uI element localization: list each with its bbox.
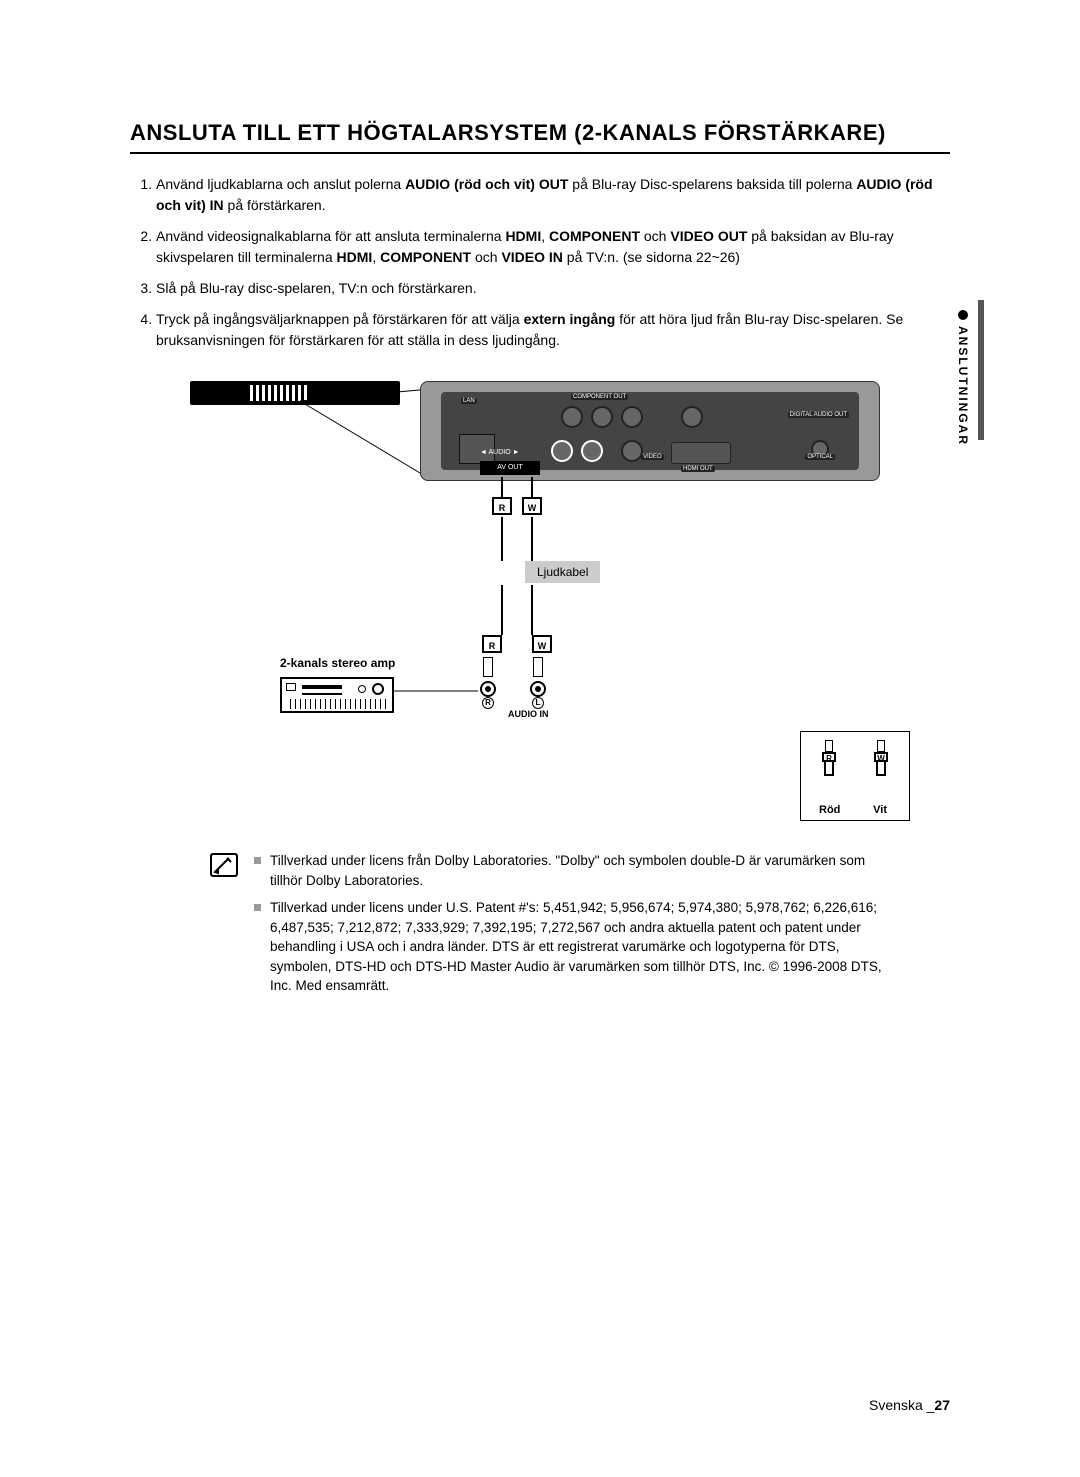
amp-box bbox=[280, 677, 394, 713]
component-port-icon bbox=[621, 406, 643, 428]
cable-icon bbox=[531, 517, 533, 561]
video-port-icon bbox=[621, 440, 643, 462]
cable-icon bbox=[501, 585, 503, 635]
side-bar bbox=[978, 300, 984, 440]
step-3: Slå på Blu-ray disc-spelaren, TV:n och f… bbox=[156, 278, 950, 299]
legend-red-label: Röd bbox=[819, 804, 840, 816]
cable-icon bbox=[531, 477, 533, 497]
note-icon bbox=[210, 853, 238, 877]
component-port-icon bbox=[591, 406, 613, 428]
component-port-icon bbox=[561, 406, 583, 428]
connection-diagram: LAN COMPONENT OUT DIGITAL AUDIO OUT VIDE… bbox=[190, 381, 910, 821]
note-list: Tillverkad under licens från Dolby Labor… bbox=[254, 851, 890, 1004]
connector-r: R bbox=[492, 497, 512, 515]
side-tab-label: ANSLUTNINGAR bbox=[956, 326, 970, 446]
audio-port-l-icon bbox=[581, 440, 603, 462]
rca-l-label: L bbox=[532, 697, 544, 709]
connector-r-bottom: R bbox=[482, 635, 502, 653]
footer-lang: Svenska _ bbox=[869, 1397, 934, 1413]
footer-page: 27 bbox=[934, 1397, 950, 1413]
legend-box: R W Röd Vit bbox=[800, 731, 910, 821]
av-out-label: AV OUT bbox=[480, 461, 540, 475]
rca-plug-icon bbox=[530, 657, 546, 697]
audio-in-label: AUDIO IN bbox=[508, 709, 549, 719]
cable-label: Ljudkabel bbox=[525, 561, 600, 583]
legend-plug-red-icon: R bbox=[821, 740, 837, 776]
optical-label: OPTICAL bbox=[805, 454, 835, 460]
step-4: Tryck på ingångsväljarknappen på förstär… bbox=[156, 309, 950, 351]
connector-w: W bbox=[522, 497, 542, 515]
hdmi-port-icon bbox=[671, 442, 731, 464]
cable-icon bbox=[531, 585, 533, 635]
video-label: VIDEO bbox=[641, 454, 664, 460]
audio-port-r-icon bbox=[551, 440, 573, 462]
cable-icon bbox=[501, 477, 503, 497]
side-tab: ANSLUTNINGAR bbox=[956, 310, 970, 446]
legend-plug-white-icon: W bbox=[873, 740, 889, 776]
note-2: Tillverkad under licens under U.S. Paten… bbox=[254, 898, 890, 996]
component-out-label: COMPONENT OUT bbox=[571, 394, 628, 400]
lan-label: LAN bbox=[461, 398, 477, 404]
page-footer: Svenska _27 bbox=[869, 1397, 950, 1413]
note-1: Tillverkad under licens från Dolby Labor… bbox=[254, 851, 890, 890]
step-2: Använd videosignalkablarna för att anslu… bbox=[156, 226, 950, 268]
side-dot-icon bbox=[958, 310, 968, 320]
instruction-list: Använd ljudkablarna och anslut polerna A… bbox=[130, 174, 950, 351]
connector-w-bottom: W bbox=[532, 635, 552, 653]
cable-icon bbox=[501, 517, 503, 561]
amp-link-icon bbox=[390, 681, 490, 701]
screw-icon bbox=[681, 406, 703, 428]
hdmi-out-label: HDMI OUT bbox=[681, 466, 715, 472]
audio-label: ◄ AUDIO ► bbox=[480, 449, 520, 456]
page-title: ANSLUTA TILL ETT HÖGTALARSYSTEM (2-KANAL… bbox=[130, 120, 950, 154]
step-1: Använd ljudkablarna och anslut polerna A… bbox=[156, 174, 950, 216]
digital-audio-label: DIGITAL AUDIO OUT bbox=[788, 412, 849, 418]
note-section: Tillverkad under licens från Dolby Labor… bbox=[130, 851, 950, 1004]
legend-white-label: Vit bbox=[873, 804, 887, 816]
panel-dark-area: LAN COMPONENT OUT DIGITAL AUDIO OUT VIDE… bbox=[441, 392, 859, 470]
amp-label: 2-kanals stereo amp bbox=[280, 656, 395, 670]
